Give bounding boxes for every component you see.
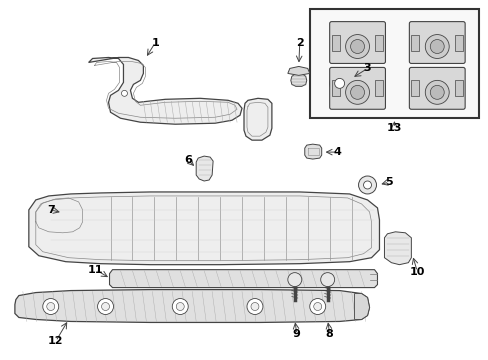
Circle shape bbox=[42, 298, 59, 315]
Circle shape bbox=[320, 273, 334, 287]
Text: 2: 2 bbox=[295, 37, 303, 48]
Circle shape bbox=[345, 80, 369, 104]
Bar bbox=[334, 71, 344, 76]
Circle shape bbox=[345, 35, 369, 58]
Circle shape bbox=[334, 78, 344, 88]
Polygon shape bbox=[88, 58, 242, 124]
Polygon shape bbox=[196, 156, 213, 181]
Circle shape bbox=[102, 302, 109, 310]
Bar bbox=[410, 35, 419, 50]
Text: 13: 13 bbox=[386, 123, 401, 133]
Text: 9: 9 bbox=[292, 329, 300, 339]
Bar bbox=[410, 80, 419, 96]
Bar bbox=[334, 90, 344, 96]
Bar bbox=[331, 80, 339, 96]
Circle shape bbox=[363, 181, 371, 189]
Polygon shape bbox=[354, 293, 369, 319]
Circle shape bbox=[246, 298, 263, 315]
FancyBboxPatch shape bbox=[408, 67, 464, 109]
Text: 3: 3 bbox=[363, 63, 370, 73]
Bar bbox=[309, 9, 478, 118]
Text: 1: 1 bbox=[151, 37, 159, 48]
Circle shape bbox=[350, 40, 364, 54]
Bar bbox=[375, 80, 383, 96]
Circle shape bbox=[313, 302, 321, 310]
Circle shape bbox=[172, 298, 188, 315]
Circle shape bbox=[287, 273, 301, 287]
FancyBboxPatch shape bbox=[408, 22, 464, 63]
Text: 5: 5 bbox=[385, 177, 392, 187]
Circle shape bbox=[121, 90, 127, 96]
Circle shape bbox=[425, 80, 448, 104]
Polygon shape bbox=[290, 73, 306, 86]
Polygon shape bbox=[287, 67, 309, 75]
Polygon shape bbox=[15, 289, 369, 323]
Circle shape bbox=[98, 298, 113, 315]
Text: 6: 6 bbox=[184, 155, 192, 165]
FancyBboxPatch shape bbox=[329, 22, 385, 63]
Text: 10: 10 bbox=[409, 267, 424, 276]
Circle shape bbox=[429, 85, 443, 99]
Polygon shape bbox=[29, 192, 379, 265]
Circle shape bbox=[176, 302, 184, 310]
Circle shape bbox=[429, 40, 443, 54]
Circle shape bbox=[250, 302, 259, 310]
Circle shape bbox=[329, 73, 349, 93]
Text: 7: 7 bbox=[47, 205, 55, 215]
Text: 8: 8 bbox=[325, 329, 333, 339]
Text: 4: 4 bbox=[333, 147, 341, 157]
Circle shape bbox=[47, 302, 55, 310]
Circle shape bbox=[425, 35, 448, 58]
Circle shape bbox=[309, 298, 325, 315]
Circle shape bbox=[350, 85, 364, 99]
Circle shape bbox=[358, 176, 376, 194]
Polygon shape bbox=[384, 232, 410, 265]
FancyBboxPatch shape bbox=[329, 67, 385, 109]
Polygon shape bbox=[244, 98, 271, 140]
Text: 12: 12 bbox=[48, 336, 63, 346]
Bar bbox=[454, 80, 462, 96]
Polygon shape bbox=[109, 270, 377, 288]
Text: 11: 11 bbox=[88, 265, 103, 275]
Bar bbox=[375, 35, 383, 50]
Bar bbox=[331, 35, 339, 50]
Bar bbox=[454, 35, 462, 50]
Polygon shape bbox=[304, 144, 321, 159]
